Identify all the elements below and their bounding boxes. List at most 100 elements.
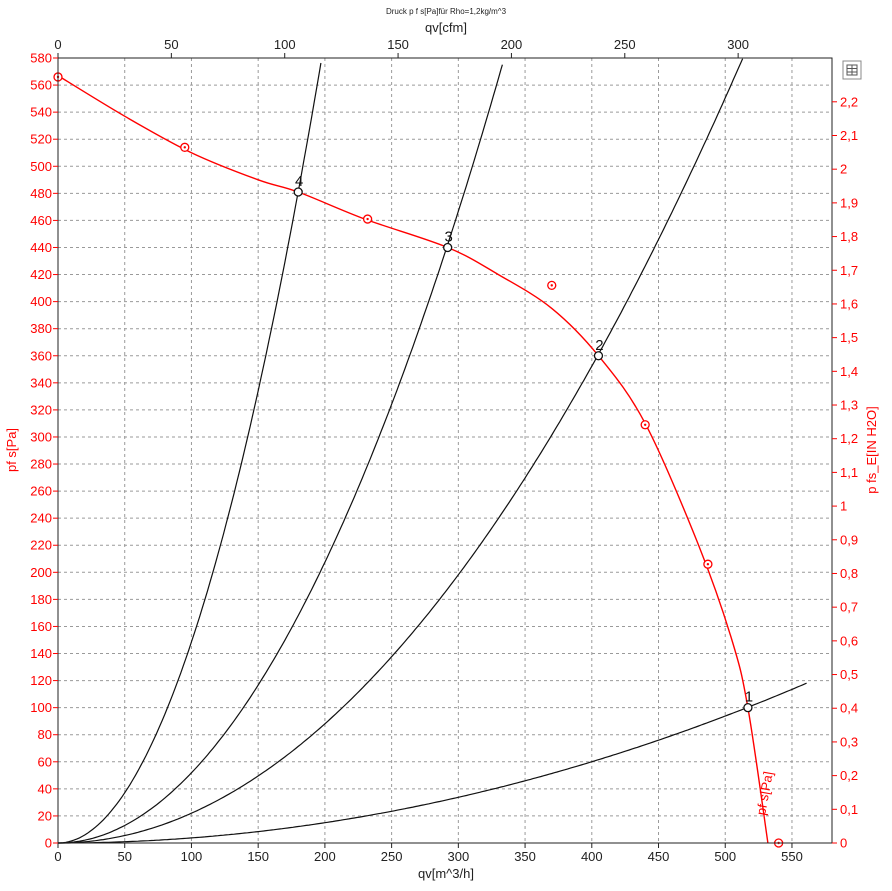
y2-tick-label: 0,2 xyxy=(840,768,858,783)
operating-point-label-2: 2 xyxy=(595,337,603,354)
y2-tick-label: 0,8 xyxy=(840,566,858,581)
x2-tick-label: 200 xyxy=(501,37,523,52)
system-curve-4 xyxy=(57,62,322,844)
y-tick-label: 320 xyxy=(30,402,52,417)
measured-point-dot xyxy=(643,423,647,426)
y2-tick-label: 2,1 xyxy=(840,128,858,143)
x-tick-label: 0 xyxy=(54,849,61,864)
x-axis-title: qv[m^3/h] xyxy=(418,866,474,881)
system-curves xyxy=(57,58,807,844)
y2-tick-label: 1,7 xyxy=(840,263,858,278)
y2-tick-label: 0,9 xyxy=(840,532,858,547)
y-tick-label: 220 xyxy=(30,538,52,553)
y-tick-label: 540 xyxy=(30,105,52,120)
y-tick-label: 500 xyxy=(30,159,52,174)
table-export-icon[interactable] xyxy=(842,60,862,80)
plot-area xyxy=(58,58,832,843)
y-tick-label: 400 xyxy=(30,294,52,309)
x-tick-label: 100 xyxy=(181,849,203,864)
operating-point-label-3: 3 xyxy=(444,228,452,245)
y2-tick-label: 1,4 xyxy=(840,364,858,379)
x-tick-label: 450 xyxy=(648,849,670,864)
x2-tick-label: 50 xyxy=(164,37,178,52)
y-tick-label: 340 xyxy=(30,375,52,390)
y-tick-label: 40 xyxy=(38,781,52,796)
y-tick-label: 520 xyxy=(30,132,52,147)
y-tick-label: 20 xyxy=(38,808,52,823)
x2-axis-title: qv[cfm] xyxy=(425,20,467,35)
y2-tick-label: 1,8 xyxy=(840,229,858,244)
y-tick-label: 260 xyxy=(30,484,52,499)
measured-point-dot xyxy=(183,146,186,149)
operating-point-label-4: 4 xyxy=(295,173,303,190)
y2-tick-label: 0,1 xyxy=(840,802,858,817)
y-tick-label: 60 xyxy=(38,754,52,769)
y2-tick-label: 1,1 xyxy=(840,465,858,480)
measured-point-dot xyxy=(366,217,369,221)
y2-tick-label: 0,6 xyxy=(840,633,858,648)
operating-point-3 xyxy=(443,242,453,253)
y2-axis-title: p fs_E[IN H2O] xyxy=(864,406,879,493)
y-tick-label: 240 xyxy=(30,511,52,526)
y-tick-label: 380 xyxy=(30,321,52,336)
x-tick-label: 550 xyxy=(781,849,803,864)
y2-tick-label: 1,3 xyxy=(840,398,858,413)
y-tick-label: 280 xyxy=(30,457,52,472)
measured-point-dot xyxy=(706,562,710,566)
operating-point-2 xyxy=(593,351,604,361)
x-tick-label: 50 xyxy=(117,849,131,864)
y-tick-label: 80 xyxy=(38,727,52,742)
y2-tick-label: 1,2 xyxy=(840,431,858,446)
y2-tick-label: 1 xyxy=(840,499,847,514)
y-tick-label: 440 xyxy=(30,240,52,255)
y-tick-label: 360 xyxy=(30,348,52,363)
operating-point-1 xyxy=(743,703,753,713)
plot-border xyxy=(57,57,833,844)
y-axis-title: pf s[Pa] xyxy=(4,428,19,472)
y2-tick-label: 0,3 xyxy=(840,734,858,749)
y-tick-label: 180 xyxy=(30,592,52,607)
system-curve-1 xyxy=(58,682,807,844)
grid xyxy=(58,57,832,843)
system-curve-3 xyxy=(58,64,503,844)
y2-tick-label: 0 xyxy=(840,836,847,851)
x-tick-label: 400 xyxy=(581,849,603,864)
fan-curve-line xyxy=(57,75,769,844)
y-tick-label: 0 xyxy=(45,836,52,851)
y-tick-label: 140 xyxy=(30,646,52,661)
x2-tick-label: 250 xyxy=(614,37,636,52)
fan-curve-group: 1 2 3 4 xyxy=(53,72,784,848)
x2-tick-label: 150 xyxy=(387,37,409,52)
y-tick-label: 480 xyxy=(30,186,52,201)
y-tick-label: 100 xyxy=(30,700,52,715)
y2-tick-label: 1,6 xyxy=(840,296,858,311)
x-tick-label: 350 xyxy=(514,849,536,864)
y2-tick-label: 1,5 xyxy=(840,330,858,345)
plot-frame xyxy=(53,53,837,848)
y-tick-label: 300 xyxy=(30,429,52,444)
y-tick-label: 160 xyxy=(30,619,52,634)
y2-tick-label: 1,9 xyxy=(840,195,858,210)
system-curve-2 xyxy=(58,58,744,844)
y-tick-label: 560 xyxy=(30,78,52,93)
chart-title: Druck p f s[Pa]für Rho=1,2kg/m^3 xyxy=(386,7,507,16)
x2-tick-label: 300 xyxy=(727,37,749,52)
y-tick-label: 200 xyxy=(30,565,52,580)
x-tick-label: 500 xyxy=(714,849,736,864)
x2-tick-label: 0 xyxy=(54,37,61,52)
x-tick-label: 250 xyxy=(381,849,403,864)
y2-tick-label: 2 xyxy=(840,162,847,177)
y2-tick-label: 0,4 xyxy=(840,701,858,716)
y-tick-label: 580 xyxy=(30,51,52,66)
x-tick-label: 300 xyxy=(447,849,469,864)
operating-point-4 xyxy=(293,187,303,197)
y-tick-label: 420 xyxy=(30,267,52,282)
y2-tick-label: 0,5 xyxy=(840,667,858,682)
x2-tick-label: 100 xyxy=(274,37,296,52)
y-tick-label: 120 xyxy=(30,673,52,688)
y-tick-label: 460 xyxy=(30,213,52,228)
measured-point-dot xyxy=(550,284,553,287)
x-tick-label: 150 xyxy=(247,849,269,864)
